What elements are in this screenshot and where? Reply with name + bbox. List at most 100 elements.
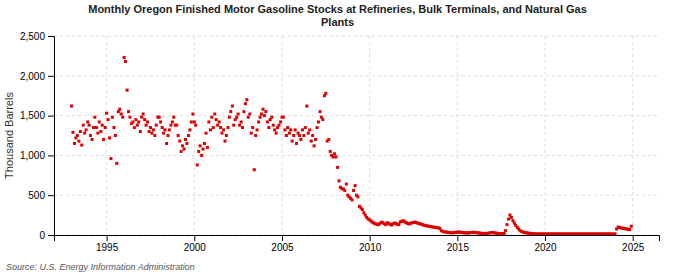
point	[250, 132, 253, 135]
point	[242, 110, 245, 113]
y-tick: 1,500	[20, 110, 54, 121]
x-tick: 2015	[447, 235, 470, 253]
point	[175, 124, 178, 127]
y-tick-mark	[48, 155, 54, 156]
point	[140, 116, 143, 119]
y-tick-mark	[48, 116, 54, 117]
point	[332, 155, 335, 158]
y-grid-line	[54, 36, 659, 37]
point	[158, 116, 161, 119]
point	[263, 114, 266, 117]
x-tick-label: 2025	[622, 242, 645, 253]
point	[241, 126, 244, 129]
point	[202, 148, 205, 151]
y-tick-label: 1,500	[20, 110, 45, 121]
point	[136, 124, 139, 127]
x-grid-line	[632, 36, 633, 235]
point	[180, 150, 183, 153]
point	[299, 138, 302, 141]
x-tick: 1995	[96, 235, 119, 253]
point	[115, 162, 118, 165]
point	[150, 132, 153, 135]
point	[178, 140, 181, 143]
point	[105, 112, 108, 115]
point	[216, 124, 219, 127]
point	[305, 105, 308, 108]
point	[267, 126, 270, 129]
y-tick-mark	[48, 76, 54, 77]
point	[228, 116, 231, 119]
point	[134, 118, 137, 121]
point	[98, 120, 101, 123]
point	[128, 116, 131, 119]
y-grid-line	[54, 155, 659, 156]
point	[291, 140, 294, 143]
point	[187, 134, 190, 137]
point	[310, 140, 313, 143]
point	[262, 108, 265, 111]
point	[190, 120, 193, 123]
point	[184, 138, 187, 141]
point	[397, 223, 400, 226]
point	[145, 124, 148, 127]
point	[279, 120, 282, 123]
y-axis: 05001,0001,5002,0002,500	[20, 31, 55, 241]
point	[143, 118, 146, 121]
points	[70, 56, 633, 235]
point	[272, 124, 275, 127]
y-tick: 2,000	[20, 71, 54, 82]
point	[248, 113, 251, 116]
point	[251, 126, 254, 129]
point	[361, 208, 364, 211]
y-tick: 500	[28, 190, 54, 201]
x-tick-label: 2020	[534, 242, 557, 253]
point	[162, 132, 165, 135]
x-tick-mark	[282, 235, 283, 241]
point	[232, 124, 235, 127]
point	[213, 113, 216, 116]
point	[247, 116, 250, 119]
point	[314, 138, 317, 141]
point	[159, 120, 162, 123]
point	[270, 116, 273, 119]
point	[266, 120, 269, 123]
point	[142, 113, 145, 116]
x-tick-label: 2015	[447, 242, 470, 253]
point	[120, 113, 123, 116]
point	[237, 113, 240, 116]
x-grid-line	[457, 36, 458, 235]
point	[292, 134, 295, 137]
point	[218, 120, 221, 123]
point	[199, 144, 202, 147]
point	[283, 128, 286, 131]
y-grid-line	[54, 115, 659, 116]
point	[194, 124, 197, 127]
point	[131, 120, 134, 123]
point	[83, 132, 86, 135]
point	[91, 138, 94, 141]
point	[507, 218, 510, 221]
y-axis-line	[48, 37, 55, 236]
point	[264, 110, 267, 113]
point	[614, 232, 617, 235]
point	[80, 144, 83, 147]
point	[200, 154, 203, 157]
point	[298, 134, 301, 137]
point	[282, 116, 285, 119]
title-line: Monthly Oregon Finished Motor Gasoline S…	[88, 3, 587, 15]
point	[118, 108, 121, 111]
x-tick-label: 2010	[359, 242, 382, 253]
point	[183, 148, 186, 151]
point	[85, 128, 88, 131]
point	[212, 126, 215, 129]
point	[76, 134, 79, 137]
point	[124, 60, 127, 63]
point	[121, 116, 124, 119]
point	[333, 152, 336, 155]
y-tick-mark	[48, 235, 54, 236]
point	[89, 134, 92, 137]
y-tick: 0	[39, 230, 54, 241]
x-grid-line	[106, 36, 107, 235]
point	[168, 128, 171, 131]
point	[504, 229, 507, 232]
